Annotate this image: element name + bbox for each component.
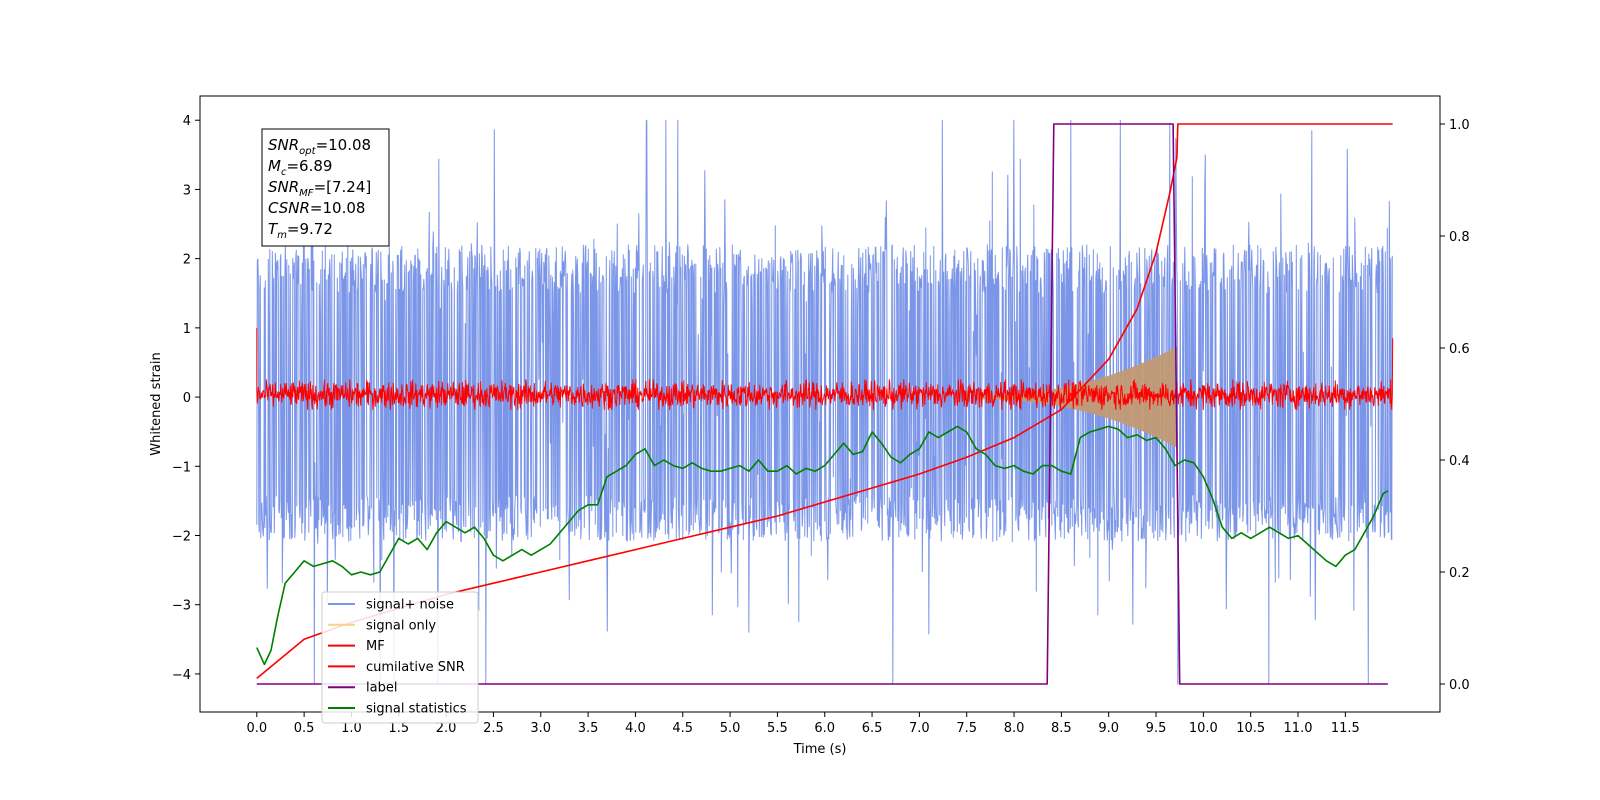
annotation-mc: Mc=6.89	[268, 157, 332, 178]
legend: signal+ noise signal only MF cumilative SNR…	[321, 591, 479, 724]
y2-tick-label: 0.0	[1449, 678, 1470, 693]
legend-label: signal+ noise	[366, 598, 454, 613]
series-signal-statistics	[256, 425, 1389, 666]
legend-frame	[321, 591, 479, 724]
y-tick-label: −1	[172, 460, 191, 475]
annotation-snr-opt: SNRopt=10.08	[268, 136, 371, 157]
x-tick-label: 10.0	[1189, 721, 1218, 736]
y2-tick-label: 0.6	[1449, 342, 1470, 357]
series-mf	[256, 327, 1394, 410]
annotation-tm: Tm=9.72	[268, 220, 333, 241]
legend-label: MF	[366, 639, 385, 654]
x-tick-label: 8.0	[1004, 721, 1025, 736]
y2-tick-label: 0.4	[1449, 454, 1470, 469]
y-axis-label: Whitened strain	[149, 352, 164, 455]
x-tick-label: 3.5	[578, 721, 599, 736]
x-tick-label: 7.5	[956, 721, 977, 736]
x-tick-label: 10.5	[1236, 721, 1265, 736]
legend-label: label	[366, 681, 397, 696]
y-tick-label: 4	[183, 114, 191, 129]
x-tick-label: 0.0	[246, 721, 267, 736]
x-tick-label: 1.5	[388, 721, 409, 736]
plot-layer	[256, 119, 1394, 685]
x-tick-label: 9.5	[1146, 721, 1167, 736]
x-tick-label: 4.0	[625, 721, 646, 736]
x-tick-label: 6.0	[814, 721, 835, 736]
x-tick-label: 0.5	[294, 721, 315, 736]
y2-tick-label: 0.8	[1449, 230, 1470, 245]
x-tick-label: 3.0	[530, 721, 551, 736]
x-axis: 0.0 0.5 1.0 1.5 2.0 2.5 3.0 3.5 4.0 4.5 5.0 5.5 6.0 6…	[246, 712, 1360, 736]
legend-entries: signal+ noise signal only MF cumilative SNR…	[328, 598, 467, 717]
y-tick-label: −3	[172, 599, 191, 614]
legend-label: signal only	[366, 618, 436, 633]
x-axis-label: Time (s)	[793, 742, 847, 757]
y-tick-label: 3	[183, 183, 191, 198]
annotation-box: SNRopt=10.08 Mc=6.89 SNRMF=[7.24] CSNR=1…	[261, 128, 390, 247]
y-axis-right: 1.0 0.8 0.6 0.4 0.2 0.0	[1440, 118, 1470, 693]
y2-tick-label: 0.2	[1449, 566, 1470, 581]
x-tick-label: 5.5	[767, 721, 788, 736]
annotation-csnr: CSNR=10.08	[268, 199, 365, 217]
y2-tick-label: 1.0	[1449, 118, 1470, 133]
x-tick-label: 8.5	[1051, 721, 1072, 736]
x-tick-label: 1.0	[341, 721, 362, 736]
legend-label: cumilative SNR	[366, 660, 465, 675]
x-tick-label: 2.0	[436, 721, 457, 736]
x-tick-label: 11.5	[1331, 721, 1360, 736]
legend-label: signal statistics	[366, 702, 467, 717]
y-tick-label: 1	[183, 322, 191, 337]
series-label	[256, 123, 1388, 685]
x-tick-label: 11.0	[1284, 721, 1313, 736]
x-tick-label: 7.0	[909, 721, 930, 736]
x-tick-label: 4.5	[672, 721, 693, 736]
x-tick-label: 2.5	[483, 721, 504, 736]
plot-frame	[199, 95, 1441, 713]
y-axis-left: 4 3 2 1 0 −1 −2 −3 −4	[172, 114, 200, 683]
y-tick-label: −2	[172, 530, 191, 545]
annotation-snr-mf: SNRMF=[7.24]	[268, 178, 371, 199]
y-tick-label: 0	[183, 391, 191, 406]
x-tick-label: 9.0	[1098, 721, 1119, 736]
x-tick-label: 6.5	[862, 721, 883, 736]
y-tick-label: −4	[172, 668, 191, 683]
y-tick-label: 2	[183, 253, 191, 268]
x-tick-label: 5.0	[720, 721, 741, 736]
